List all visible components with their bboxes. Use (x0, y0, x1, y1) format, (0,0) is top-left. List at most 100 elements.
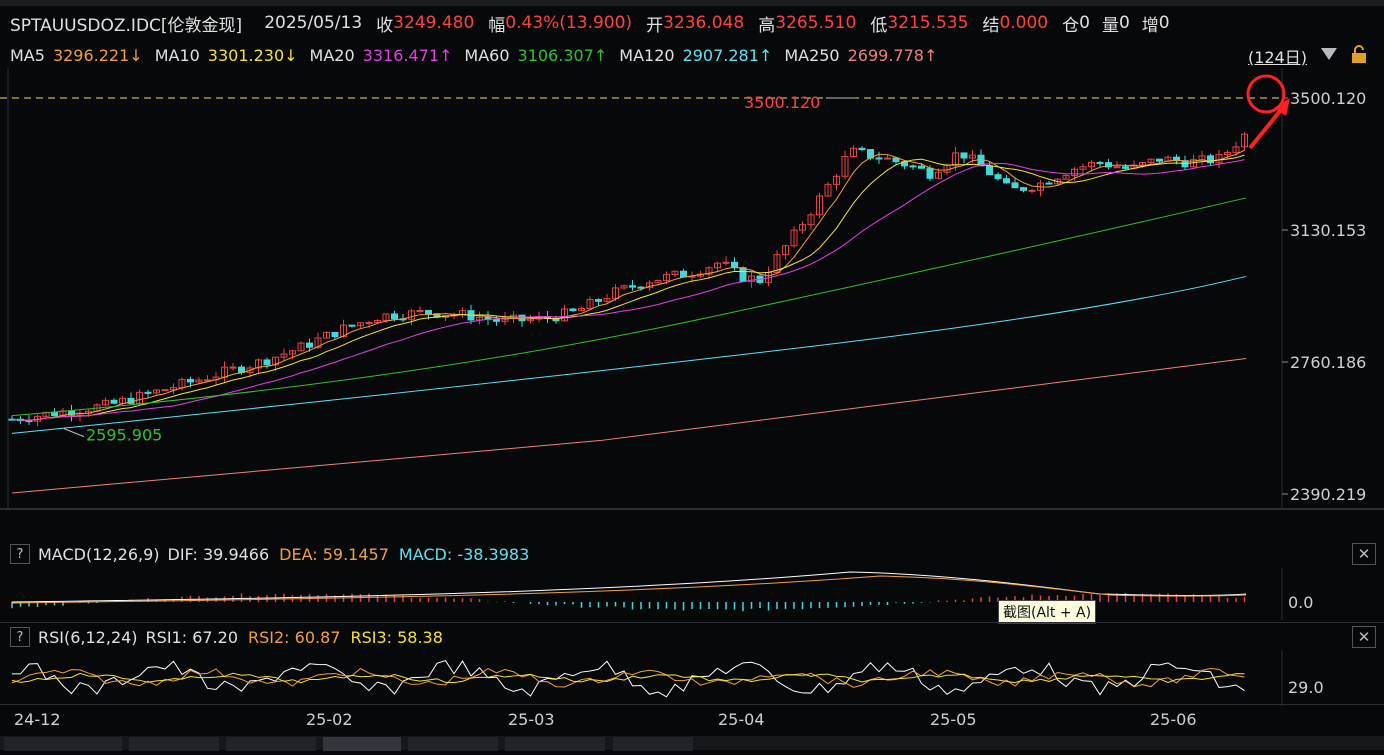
symbol-name[interactable]: SPTAUUSDOZ.IDC[伦敦金现] (10, 15, 243, 36)
candle-body (1011, 182, 1019, 189)
ma250-value: 2699.778↑ (847, 45, 938, 65)
candle-body (595, 299, 602, 302)
macd-dif: DIF: 39.9466 (167, 544, 270, 564)
ma250-label: MA250 (784, 45, 840, 65)
x-tick-label: 25-02 (306, 710, 353, 729)
candle-body (731, 261, 738, 269)
candle-body (1071, 168, 1078, 176)
candle-body (340, 324, 347, 338)
rsi-title: RSI(6,12,24) (38, 627, 138, 647)
indicator-tab[interactable] (226, 737, 317, 751)
help-icon[interactable]: ? (10, 544, 30, 564)
candle-body (102, 399, 109, 406)
candle-body (280, 353, 288, 358)
candle-body (1241, 133, 1248, 148)
candle-body (705, 267, 713, 275)
candle-body (935, 171, 942, 179)
open-value: 3236.048 (663, 13, 745, 33)
help-icon[interactable]: ? (10, 627, 30, 647)
candle-body (637, 286, 645, 289)
x-tick-label: 25-04 (718, 710, 765, 729)
rsi-chart (11, 650, 1283, 706)
candle-body (1224, 151, 1231, 155)
rsi2-value: RSI2: 60.87 (248, 627, 341, 647)
moving-average-legend: MA5 3296.221↓ MA10 3301.230↓ MA20 3316.4… (0, 42, 1384, 68)
period-selector[interactable]: (124日) (1248, 48, 1308, 67)
ma5-label: MA5 (10, 45, 45, 65)
candle-body (663, 273, 670, 281)
dropdown-triangle-icon[interactable] (1320, 46, 1338, 66)
high-value: 3265.510 (775, 13, 857, 33)
volume-value: 0 (1118, 13, 1130, 33)
candle-body (425, 310, 432, 315)
candle-body (994, 174, 1002, 180)
quote-date: 2025/05/13 (264, 13, 363, 33)
candle-body (68, 410, 75, 416)
candle-body (1028, 189, 1036, 192)
close-icon[interactable]: ✕ (1352, 543, 1376, 565)
highlight-circle (1246, 74, 1286, 114)
candle-body (323, 331, 330, 339)
candle-body (909, 165, 917, 168)
candle-body (884, 157, 891, 160)
candle-body (748, 275, 755, 282)
indicator-tab[interactable] (4, 737, 122, 751)
candle-body (518, 314, 526, 322)
candle-body (782, 245, 789, 256)
candle-body (1122, 166, 1129, 169)
volume-label: 量 (1101, 15, 1119, 36)
candle-body (1207, 155, 1214, 164)
settle-value: 0.000 (999, 13, 1049, 33)
y-tick-label: 2760.186 (1290, 353, 1366, 372)
candle-body (374, 319, 381, 323)
candlestick-chart[interactable]: 3500.120 3130.153 2760.186 2390.219 3500.120… (0, 68, 1384, 508)
candle-body (816, 195, 823, 216)
candle-body (986, 165, 993, 176)
position-value: 0 (1079, 13, 1090, 33)
candle-body (603, 298, 611, 302)
candle-body (850, 147, 857, 158)
candle-body (1232, 146, 1240, 153)
settle-label: 结 (982, 15, 1000, 36)
screenshot-tooltip: 截图(Alt + A) (998, 600, 1097, 624)
y-tick-label: 3130.153 (1290, 221, 1366, 240)
candle-body (739, 267, 747, 282)
quote-info-bar: SPTAUUSDOZ.IDC[伦敦金现] 2025/05/13 收 3249.4… (0, 6, 1384, 40)
candle-body (144, 391, 152, 394)
candle-body (314, 337, 322, 348)
candle-body (195, 379, 203, 383)
x-axis-line (0, 704, 1384, 705)
lock-icon[interactable] (1350, 45, 1368, 69)
low-annotation: 2595.905 (86, 426, 162, 445)
candle-body (790, 229, 798, 247)
close-label: 收 (376, 15, 394, 36)
candle-body (960, 152, 968, 159)
indicator-tab[interactable] (505, 737, 606, 751)
indicator-tab[interactable] (612, 737, 693, 751)
candle-body (892, 157, 900, 163)
indicator-tab[interactable] (323, 737, 402, 751)
candle-body (170, 387, 177, 391)
increase-label: 增 (1141, 15, 1159, 36)
candle-body (799, 224, 806, 231)
candle-body (833, 175, 840, 185)
candle-body (229, 366, 237, 369)
candle-body (578, 308, 585, 312)
candle-body (714, 262, 721, 269)
candle-body (1088, 161, 1095, 168)
indicator-tab[interactable] (408, 737, 499, 751)
x-tick-label: 25-06 (1150, 710, 1197, 729)
rsi3-line (11, 672, 1245, 684)
candle-body (629, 285, 636, 288)
candle-body (1079, 166, 1087, 170)
candle-body (348, 324, 356, 327)
candle-body (161, 389, 169, 392)
indicator-tab[interactable] (129, 737, 220, 751)
candle-body (493, 318, 500, 322)
candle-body (1105, 162, 1112, 168)
close-icon[interactable]: ✕ (1352, 626, 1376, 648)
candle-body (858, 147, 866, 151)
candle-body (204, 379, 211, 382)
low-value: 3215.535 (887, 13, 969, 33)
ma10-line (11, 154, 1245, 421)
